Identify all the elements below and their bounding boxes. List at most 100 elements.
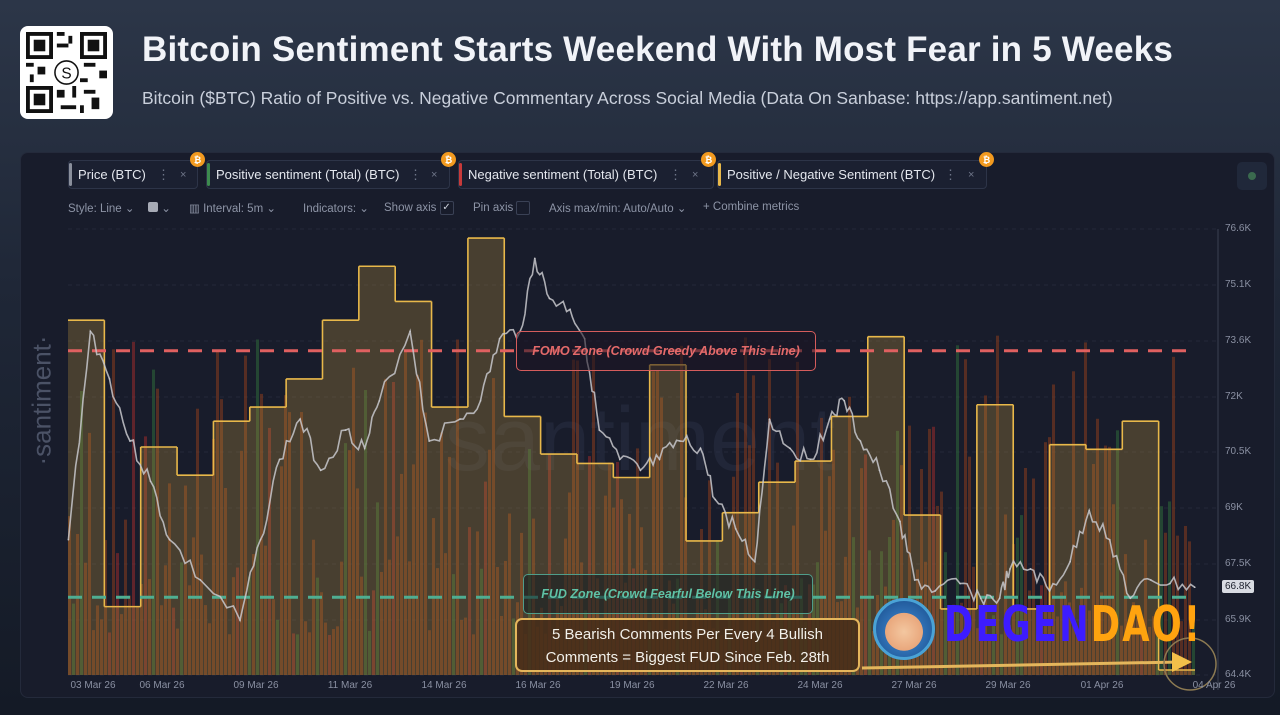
sentiment-volume-bar xyxy=(396,536,399,675)
price-point xyxy=(828,418,831,420)
price-point xyxy=(789,447,791,450)
sentiment-volume-bar xyxy=(868,550,871,675)
sentiment-volume-bar xyxy=(464,617,467,675)
sentiment-volume-bar xyxy=(84,562,87,675)
callout-arrow xyxy=(861,660,1181,670)
y-tick-label: 69K xyxy=(1225,502,1243,513)
sentiment-volume-bar xyxy=(908,425,911,675)
sentiment-volume-bar xyxy=(252,554,255,675)
y-tick-label: 65.9K xyxy=(1225,614,1252,625)
color-dropdown[interactable]: ⌄ xyxy=(148,201,171,215)
sentiment-volume-bar xyxy=(744,337,747,675)
sentiment-volume-bar xyxy=(960,602,963,675)
close-icon[interactable]: × xyxy=(180,168,187,181)
x-tick-label: 22 Mar 26 xyxy=(703,680,749,691)
price-point xyxy=(199,579,202,581)
highlight-circle xyxy=(1163,637,1217,691)
menu-icon[interactable]: ⋮ xyxy=(669,166,682,182)
bitcoin-icon: ₿ xyxy=(441,152,456,167)
sentiment-volume-bar xyxy=(1084,342,1087,675)
chevron-down-icon: ⌄ xyxy=(266,203,276,215)
x-tick-label: 04 Apr 26 xyxy=(1192,680,1236,691)
sentiment-volume-bar xyxy=(1056,616,1059,675)
sentiment-volume-bar xyxy=(796,361,799,675)
sentiment-volume-bar xyxy=(424,412,427,675)
sentiment-volume-bar xyxy=(264,545,267,675)
sentiment-volume-bar xyxy=(1088,610,1091,675)
sentiment-volume-bar xyxy=(1160,506,1163,675)
sentiment-volume-bar xyxy=(128,595,131,675)
chevron-down-icon: ⌄ xyxy=(359,203,369,215)
price-point xyxy=(878,469,881,472)
chevron-down-icon: ⌄ xyxy=(676,203,687,215)
sentiment-volume-bar xyxy=(1100,592,1103,675)
price-point xyxy=(479,400,482,402)
annotation-line-2: Comments = Biggest FUD Since Feb. 28th xyxy=(545,649,830,666)
x-tick-label: 19 Mar 26 xyxy=(609,680,655,691)
menu-icon[interactable]: ⋮ xyxy=(409,166,422,182)
checkbox-empty-icon[interactable] xyxy=(516,201,531,215)
price-point xyxy=(1108,538,1111,541)
sentiment-volume-bar xyxy=(260,393,263,675)
sentiment-volume-bar xyxy=(860,468,863,675)
metric-chip-negative-sentiment[interactable]: Negative sentiment (Total) (BTC) ⋮ × ₿ xyxy=(458,152,716,189)
sentiment-volume-bar xyxy=(776,462,779,675)
show-axis-toggle[interactable]: Show axis ✓ xyxy=(384,201,454,215)
sentiment-volume-bar xyxy=(968,456,971,675)
sentiment-volume-bar xyxy=(1004,514,1007,675)
sentiment-volume-bar xyxy=(1132,602,1135,675)
calendar-icon: ▥ xyxy=(189,203,200,215)
sentiment-volume-bar xyxy=(160,605,163,675)
sentiment-volume-bar xyxy=(588,456,591,675)
sentiment-volume-bar xyxy=(376,502,379,675)
price-point xyxy=(714,498,716,501)
interval-dropdown[interactable]: ▥ Interval: 5m ⌄ xyxy=(189,203,276,215)
sentiment-volume-bar xyxy=(68,516,71,675)
sentiment-volume-bar xyxy=(420,339,423,675)
price-point xyxy=(913,579,916,581)
price-point xyxy=(319,469,322,472)
style-dropdown[interactable]: Style: Line ⌄ xyxy=(68,203,135,215)
combine-metrics-button[interactable]: + Combine metrics xyxy=(703,201,800,213)
close-icon[interactable]: × xyxy=(968,168,975,181)
price-point xyxy=(1029,568,1032,570)
sentiment-volume-bar xyxy=(240,450,243,675)
sentiment-volume-bar xyxy=(116,553,119,675)
sentiment-volume-bar xyxy=(520,532,523,675)
indicators-dropdown[interactable]: Indicators: ⌄ xyxy=(303,203,369,215)
pin-axis-toggle[interactable]: Pin axis xyxy=(473,201,531,215)
metric-color-bar xyxy=(718,163,721,186)
price-point xyxy=(1169,582,1171,585)
price-point xyxy=(998,597,1001,600)
sentiment-volume-bar xyxy=(1068,602,1071,675)
status-toggle-button[interactable] xyxy=(1237,162,1267,190)
qr-logo: S xyxy=(61,65,71,82)
menu-icon[interactable]: ⋮ xyxy=(944,166,957,182)
sentiment-volume-bar xyxy=(204,605,207,675)
metric-chip-pos-neg-ratio[interactable]: Positive / Negative Sentiment (BTC) ⋮ × … xyxy=(717,152,994,189)
price-point xyxy=(1069,560,1071,563)
axis-minmax-dropdown[interactable]: Axis max/min: Auto/Auto ⌄ xyxy=(549,203,687,215)
sentiment-volume-bar xyxy=(948,628,951,675)
sentiment-volume-bar xyxy=(140,584,143,675)
sentiment-volume-bar xyxy=(964,359,967,675)
sentiment-volume-bar xyxy=(496,567,499,675)
sentiment-volume-bar xyxy=(72,603,75,675)
metric-chip-positive-sentiment[interactable]: Positive sentiment (Total) (BTC) ⋮ × ₿ xyxy=(206,152,456,189)
close-icon[interactable]: × xyxy=(431,168,438,181)
y-tick-label: 70.5K xyxy=(1225,446,1252,457)
sentiment-volume-bar xyxy=(152,369,155,675)
price-point xyxy=(658,458,661,461)
metric-chip-price[interactable]: Price (BTC) ⋮ × ₿ xyxy=(68,152,205,189)
sentiment-volume-bar xyxy=(480,568,483,675)
sentiment-volume-bar xyxy=(1156,618,1159,675)
price-point xyxy=(1150,579,1152,581)
sentiment-volume-bar xyxy=(440,432,443,675)
sentiment-volume-bar xyxy=(392,381,395,675)
sentiment-volume-bar xyxy=(100,619,103,675)
metric-color-bar xyxy=(207,163,210,186)
sentiment-volume-bar xyxy=(1064,581,1067,675)
menu-icon[interactable]: ⋮ xyxy=(157,166,170,182)
checkbox-checked-icon[interactable]: ✓ xyxy=(439,201,454,215)
close-icon[interactable]: × xyxy=(692,168,699,181)
